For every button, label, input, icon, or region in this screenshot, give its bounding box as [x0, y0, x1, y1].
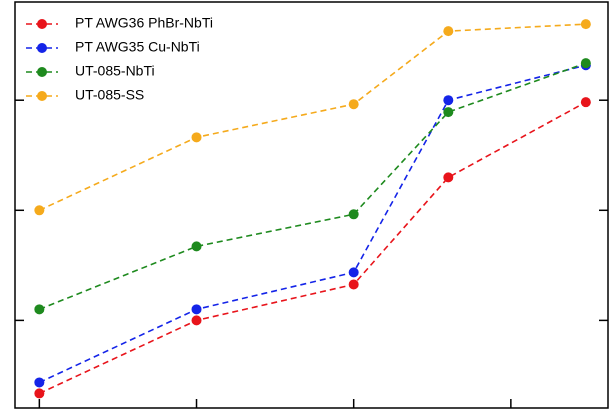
data-point	[348, 99, 359, 110]
legend-label: PT AWG36 PhBr-NbTi	[75, 15, 213, 31]
data-point	[348, 209, 359, 220]
data-point	[191, 304, 202, 315]
legend-marker	[37, 91, 47, 101]
legend-marker	[37, 19, 47, 29]
plot-frame	[14, 1, 609, 409]
legend-label: UT-085-SS	[75, 87, 144, 103]
data-point	[443, 95, 454, 106]
series-line	[39, 101, 587, 395]
legend-marker	[37, 67, 47, 77]
data-point	[443, 107, 454, 118]
data-point	[443, 172, 454, 183]
data-point	[191, 315, 202, 326]
data-point	[580, 19, 591, 30]
data-point	[34, 388, 45, 399]
legend-marker	[37, 43, 47, 53]
data-point	[348, 279, 359, 290]
legend-label: UT-085-NbTi	[75, 63, 155, 79]
data-point	[34, 304, 45, 315]
data-point	[348, 267, 359, 278]
data-point	[191, 241, 202, 252]
series-line	[39, 62, 587, 311]
data-point	[34, 205, 45, 216]
legend-label: PT AWG35 Cu-NbTi	[75, 39, 200, 55]
data-point	[443, 26, 454, 37]
data-point	[34, 377, 45, 388]
data-point	[580, 97, 591, 108]
data-point	[191, 132, 202, 143]
data-point	[580, 58, 591, 69]
